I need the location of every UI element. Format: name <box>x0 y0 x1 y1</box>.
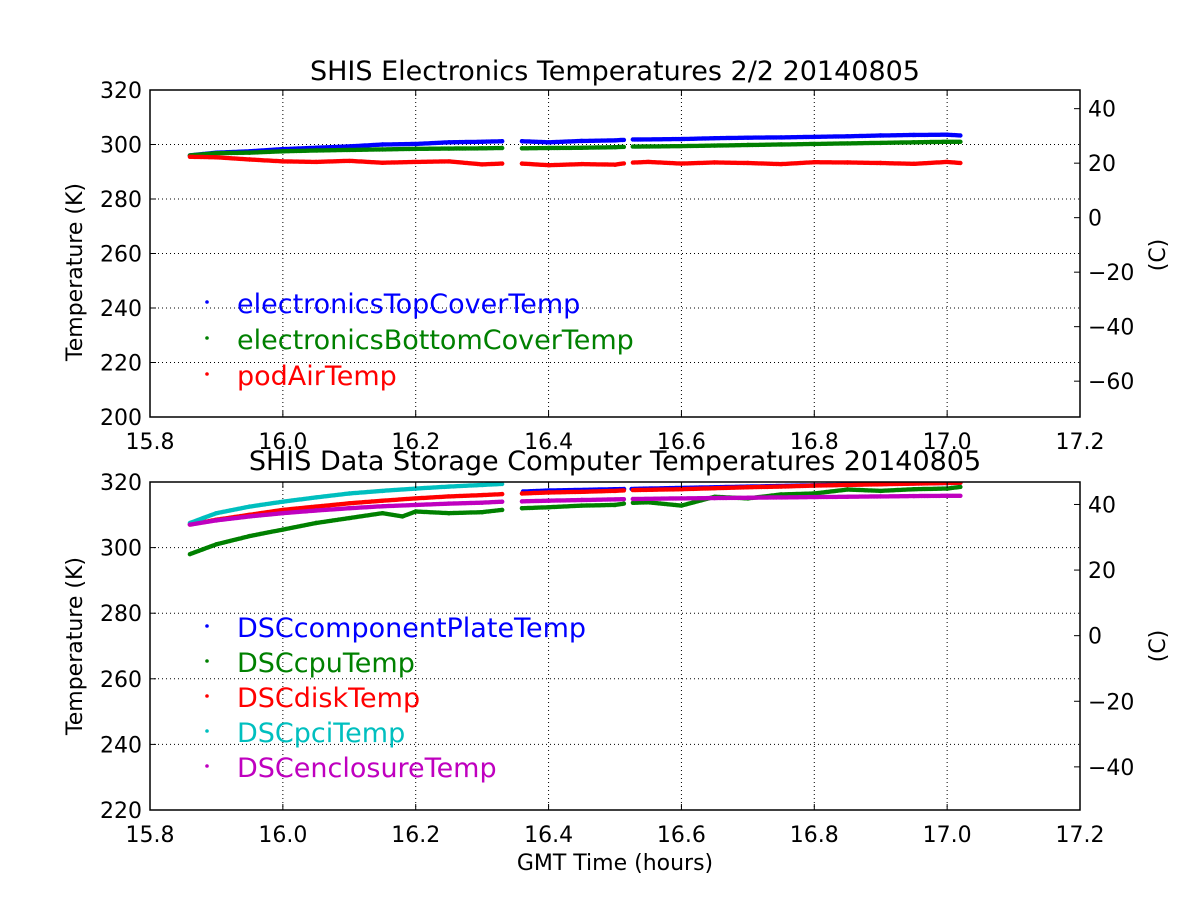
y-axis-right-label: (C) <box>1146 239 1171 272</box>
y-right-tick-label: 40 <box>1088 493 1116 518</box>
x-tick-label: 17.2 <box>1056 823 1105 848</box>
x-tick-label: 16.8 <box>790 823 839 848</box>
legend-label: electronicsBottomCoverTemp <box>237 325 634 356</box>
y-axis-label: Temperature (K) <box>63 183 88 362</box>
legend-label: DSCcpuTemp <box>237 648 415 679</box>
series-electronicsBottomCoverTemp <box>187 139 963 158</box>
x-tick-label: 17.0 <box>923 430 972 455</box>
data-point <box>958 139 963 144</box>
x-tick-label: 16.2 <box>391 430 440 455</box>
y-tick-label: 220 <box>100 799 142 824</box>
legend-marker <box>205 624 209 628</box>
y-right-tick-label: −20 <box>1088 261 1134 286</box>
data-point <box>499 482 505 487</box>
series-DSCenclosureTemp <box>187 493 963 527</box>
data-point <box>621 161 627 166</box>
series-podAirTemp <box>187 154 963 168</box>
data-point <box>621 137 627 143</box>
y-right-tick-label: 20 <box>1088 152 1116 177</box>
series-DSCpciTemp <box>187 482 505 526</box>
y-tick-label: 280 <box>100 188 142 213</box>
y-right-tick-label: 0 <box>1088 625 1102 650</box>
plot-area: 15.8 16.0 16.2 16.4 16.6 16.8 17.0 17.220022024… <box>100 79 1134 455</box>
data-point <box>499 491 505 497</box>
y-right-tick-label: −40 <box>1088 756 1134 781</box>
x-tick-label: 15.8 <box>126 430 175 455</box>
legend-label: DSCpciTemp <box>237 718 405 749</box>
y-tick-label: 260 <box>100 243 142 268</box>
x-tick-label: 16.4 <box>524 430 573 455</box>
data-layer <box>187 132 963 168</box>
x-axis-label: GMT Time (hours) <box>517 851 713 876</box>
y-tick-label: 260 <box>100 668 142 693</box>
data-point <box>958 160 963 166</box>
data-point <box>958 493 963 498</box>
data-point <box>499 499 505 504</box>
y-right-tick-label: 0 <box>1088 207 1102 232</box>
data-point <box>958 133 963 138</box>
legend-label: podAirTemp <box>237 361 397 392</box>
legend: electronicsTopCoverTemp electronicsBottom… <box>205 289 634 392</box>
chart-title: SHIS Data Storage Computer Temperatures … <box>249 446 981 477</box>
data-point <box>499 161 505 166</box>
legend-marker <box>205 659 209 663</box>
data-storage-temperatures-panel: SHIS Data Storage Computer Temperatures … <box>63 446 1171 876</box>
legend-marker <box>205 729 209 733</box>
plot-area: 15.8 16.0 16.2 16.4 16.6 16.8 17.0 17.2 220 240 26… <box>100 471 1134 848</box>
x-tick-label: 16.6 <box>657 823 706 848</box>
y-tick-label: 240 <box>100 297 142 322</box>
y-tick-label: 300 <box>100 537 142 562</box>
y-axis-label: Temperature (K) <box>63 557 88 736</box>
chart-title: SHIS Electronics Temperatures 2/2 201408… <box>310 56 920 87</box>
x-tick-label: 16.4 <box>524 823 573 848</box>
y-tick-label: 240 <box>100 733 142 758</box>
y-tick-label: 300 <box>100 134 142 159</box>
data-point <box>621 488 627 493</box>
x-tick-label: 16.0 <box>258 430 307 455</box>
x-tick-label: 15.8 <box>126 823 175 848</box>
electronics-temperatures-panel: SHIS Electronics Temperatures 2/2 201408… <box>63 56 1171 455</box>
legend-label: DSCenclosureTemp <box>237 753 497 784</box>
y-right-tick-label: −20 <box>1088 690 1134 715</box>
data-point <box>958 484 963 490</box>
x-tick-label: 16.8 <box>790 430 839 455</box>
data-point <box>621 144 627 150</box>
legend-marker <box>205 764 209 768</box>
data-point <box>499 507 505 513</box>
data-point <box>499 139 505 144</box>
legend-label: electronicsTopCoverTemp <box>237 289 580 320</box>
data-point <box>621 501 627 506</box>
y-tick-label: 320 <box>100 79 142 104</box>
data-layer <box>187 482 963 557</box>
x-tick-label: 17.0 <box>923 823 972 848</box>
y-tick-label: 280 <box>100 602 142 627</box>
y-right-tick-label: 40 <box>1088 98 1116 123</box>
legend: DSCcomponentPlateTemp DSCcpuTemp DSCdiskTe… <box>205 613 586 784</box>
data-point <box>621 497 627 502</box>
y-right-tick-label: −60 <box>1088 370 1134 395</box>
x-tick-label: 16.0 <box>258 823 307 848</box>
legend-marker <box>205 372 209 376</box>
legend-label: DSCdiskTemp <box>237 683 420 714</box>
y-axis-right-label: (C) <box>1146 630 1171 663</box>
y-right-tick-label: −40 <box>1088 316 1134 341</box>
data-point <box>499 145 505 151</box>
x-tick-label: 16.2 <box>391 823 440 848</box>
x-tick-label: 16.6 <box>657 430 706 455</box>
legend-marker <box>205 336 209 340</box>
y-right-tick-label: 20 <box>1088 559 1116 584</box>
legend-marker <box>205 300 209 304</box>
legend-label: DSCcomponentPlateTemp <box>237 613 586 644</box>
legend-marker <box>205 694 209 698</box>
y-tick-label: 220 <box>100 352 142 377</box>
y-tick-label: 200 <box>100 406 142 431</box>
x-tick-label: 17.2 <box>1056 430 1105 455</box>
plot-frame <box>149 481 1081 811</box>
y-tick-label: 320 <box>100 471 142 496</box>
